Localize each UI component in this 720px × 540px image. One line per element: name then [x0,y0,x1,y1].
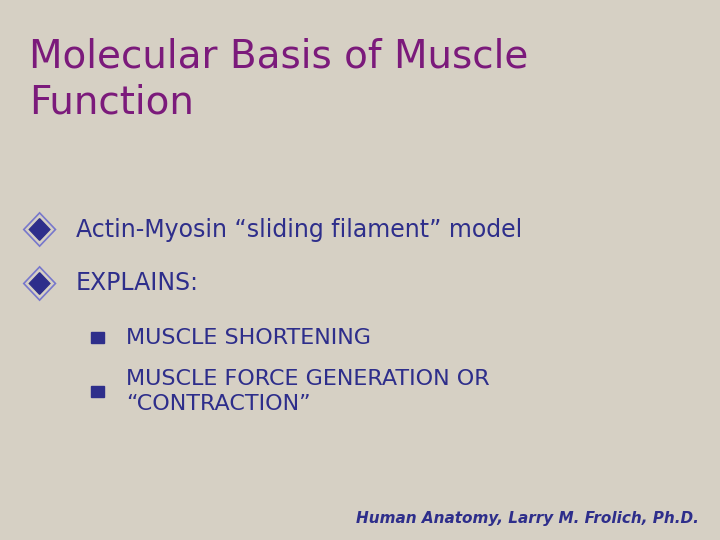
Polygon shape [91,386,104,397]
Text: EXPLAINS:: EXPLAINS: [76,272,199,295]
Text: MUSCLE FORCE GENERATION OR
“CONTRACTION”: MUSCLE FORCE GENERATION OR “CONTRACTION” [126,369,490,414]
Text: Human Anatomy, Larry M. Frolich, Ph.D.: Human Anatomy, Larry M. Frolich, Ph.D. [356,511,698,526]
Text: MUSCLE SHORTENING: MUSCLE SHORTENING [126,327,371,348]
Text: Actin-Myosin “sliding filament” model: Actin-Myosin “sliding filament” model [76,218,522,241]
Text: Molecular Basis of Muscle
Function: Molecular Basis of Muscle Function [29,38,528,122]
Polygon shape [30,219,50,240]
Polygon shape [91,332,104,343]
Polygon shape [30,273,50,294]
